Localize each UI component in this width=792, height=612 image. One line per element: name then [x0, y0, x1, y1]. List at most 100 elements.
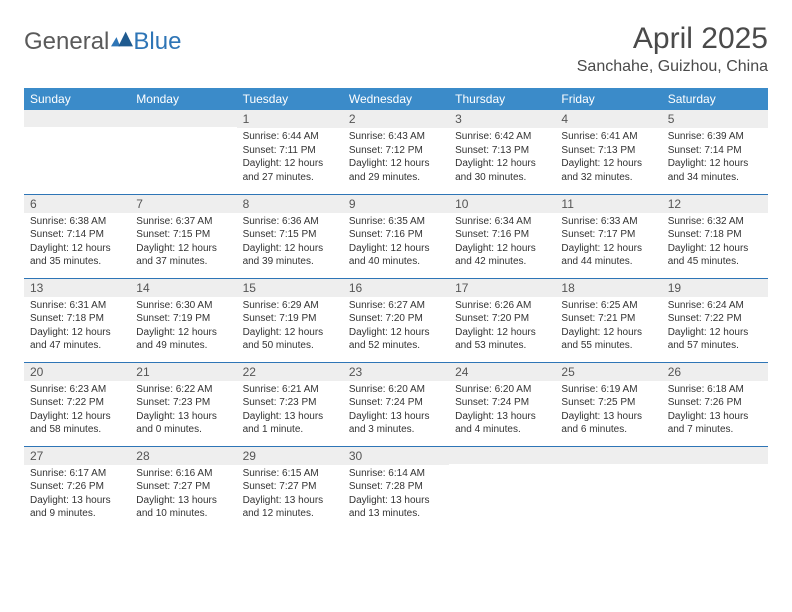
day-number-empty: [662, 447, 768, 464]
calendar-cell: 16Sunrise: 6:27 AMSunset: 7:20 PMDayligh…: [343, 278, 449, 362]
day-number: 30: [343, 447, 449, 465]
calendar-cell: 29Sunrise: 6:15 AMSunset: 7:27 PMDayligh…: [237, 446, 343, 530]
day-detail: Sunrise: 6:24 AMSunset: 7:22 PMDaylight:…: [662, 297, 768, 357]
day-number: 8: [237, 195, 343, 213]
weekday-header: Friday: [555, 88, 661, 110]
day-number: 11: [555, 195, 661, 213]
day-detail: Sunrise: 6:32 AMSunset: 7:18 PMDaylight:…: [662, 213, 768, 273]
calendar-cell: 9Sunrise: 6:35 AMSunset: 7:16 PMDaylight…: [343, 194, 449, 278]
calendar-cell: [449, 446, 555, 530]
day-detail: Sunrise: 6:27 AMSunset: 7:20 PMDaylight:…: [343, 297, 449, 357]
day-detail: Sunrise: 6:29 AMSunset: 7:19 PMDaylight:…: [237, 297, 343, 357]
day-detail: Sunrise: 6:20 AMSunset: 7:24 PMDaylight:…: [449, 381, 555, 441]
calendar-cell: 15Sunrise: 6:29 AMSunset: 7:19 PMDayligh…: [237, 278, 343, 362]
day-number: 10: [449, 195, 555, 213]
day-detail: Sunrise: 6:35 AMSunset: 7:16 PMDaylight:…: [343, 213, 449, 273]
calendar-row: 20Sunrise: 6:23 AMSunset: 7:22 PMDayligh…: [24, 362, 768, 446]
calendar-cell: 14Sunrise: 6:30 AMSunset: 7:19 PMDayligh…: [130, 278, 236, 362]
day-number-empty: [24, 110, 130, 127]
day-detail: Sunrise: 6:15 AMSunset: 7:27 PMDaylight:…: [237, 465, 343, 525]
calendar-cell: 24Sunrise: 6:20 AMSunset: 7:24 PMDayligh…: [449, 362, 555, 446]
day-number-empty: [130, 110, 236, 127]
calendar-cell: 30Sunrise: 6:14 AMSunset: 7:28 PMDayligh…: [343, 446, 449, 530]
calendar-cell: 6Sunrise: 6:38 AMSunset: 7:14 PMDaylight…: [24, 194, 130, 278]
calendar-cell: 18Sunrise: 6:25 AMSunset: 7:21 PMDayligh…: [555, 278, 661, 362]
day-number: 13: [24, 279, 130, 297]
calendar-cell: 23Sunrise: 6:20 AMSunset: 7:24 PMDayligh…: [343, 362, 449, 446]
day-detail: Sunrise: 6:42 AMSunset: 7:13 PMDaylight:…: [449, 128, 555, 188]
weekday-header: Tuesday: [237, 88, 343, 110]
calendar-cell: 3Sunrise: 6:42 AMSunset: 7:13 PMDaylight…: [449, 110, 555, 194]
calendar-row: 13Sunrise: 6:31 AMSunset: 7:18 PMDayligh…: [24, 278, 768, 362]
header: General Blue April 2025 Sanchahe, Guizho…: [24, 22, 768, 76]
calendar-cell: 26Sunrise: 6:18 AMSunset: 7:26 PMDayligh…: [662, 362, 768, 446]
calendar-cell: 21Sunrise: 6:22 AMSunset: 7:23 PMDayligh…: [130, 362, 236, 446]
day-number: 20: [24, 363, 130, 381]
logo: General Blue: [24, 22, 181, 56]
calendar-row: 6Sunrise: 6:38 AMSunset: 7:14 PMDaylight…: [24, 194, 768, 278]
day-number: 5: [662, 110, 768, 128]
day-detail: Sunrise: 6:22 AMSunset: 7:23 PMDaylight:…: [130, 381, 236, 441]
day-number: 1: [237, 110, 343, 128]
day-number: 25: [555, 363, 661, 381]
calendar-cell: 7Sunrise: 6:37 AMSunset: 7:15 PMDaylight…: [130, 194, 236, 278]
day-detail: Sunrise: 6:20 AMSunset: 7:24 PMDaylight:…: [343, 381, 449, 441]
day-detail: Sunrise: 6:38 AMSunset: 7:14 PMDaylight:…: [24, 213, 130, 273]
day-number: 4: [555, 110, 661, 128]
day-number: 7: [130, 195, 236, 213]
weekday-header: Thursday: [449, 88, 555, 110]
day-detail: Sunrise: 6:19 AMSunset: 7:25 PMDaylight:…: [555, 381, 661, 441]
day-detail: Sunrise: 6:41 AMSunset: 7:13 PMDaylight:…: [555, 128, 661, 188]
day-number-empty: [555, 447, 661, 464]
day-number: 22: [237, 363, 343, 381]
day-number: 21: [130, 363, 236, 381]
day-number: 16: [343, 279, 449, 297]
day-number-empty: [449, 447, 555, 464]
day-number: 24: [449, 363, 555, 381]
calendar-row: 27Sunrise: 6:17 AMSunset: 7:26 PMDayligh…: [24, 446, 768, 530]
calendar-body: 1Sunrise: 6:44 AMSunset: 7:11 PMDaylight…: [24, 110, 768, 530]
weekday-header-row: Sunday Monday Tuesday Wednesday Thursday…: [24, 88, 768, 110]
title-block: April 2025 Sanchahe, Guizhou, China: [577, 22, 768, 76]
logo-mark-icon: [111, 31, 133, 47]
day-detail: Sunrise: 6:34 AMSunset: 7:16 PMDaylight:…: [449, 213, 555, 273]
day-detail: Sunrise: 6:17 AMSunset: 7:26 PMDaylight:…: [24, 465, 130, 525]
calendar-cell: 20Sunrise: 6:23 AMSunset: 7:22 PMDayligh…: [24, 362, 130, 446]
day-number: 27: [24, 447, 130, 465]
day-detail: Sunrise: 6:26 AMSunset: 7:20 PMDaylight:…: [449, 297, 555, 357]
day-number: 19: [662, 279, 768, 297]
calendar-cell: [24, 110, 130, 194]
location-label: Sanchahe, Guizhou, China: [577, 58, 768, 76]
calendar-row: 1Sunrise: 6:44 AMSunset: 7:11 PMDaylight…: [24, 110, 768, 194]
day-detail: Sunrise: 6:21 AMSunset: 7:23 PMDaylight:…: [237, 381, 343, 441]
calendar-cell: 5Sunrise: 6:39 AMSunset: 7:14 PMDaylight…: [662, 110, 768, 194]
weekday-header: Wednesday: [343, 88, 449, 110]
day-number: 26: [662, 363, 768, 381]
day-detail: Sunrise: 6:31 AMSunset: 7:18 PMDaylight:…: [24, 297, 130, 357]
day-detail: Sunrise: 6:14 AMSunset: 7:28 PMDaylight:…: [343, 465, 449, 525]
calendar-cell: 2Sunrise: 6:43 AMSunset: 7:12 PMDaylight…: [343, 110, 449, 194]
day-detail: Sunrise: 6:37 AMSunset: 7:15 PMDaylight:…: [130, 213, 236, 273]
calendar-cell: 19Sunrise: 6:24 AMSunset: 7:22 PMDayligh…: [662, 278, 768, 362]
day-number: 28: [130, 447, 236, 465]
day-detail: Sunrise: 6:33 AMSunset: 7:17 PMDaylight:…: [555, 213, 661, 273]
calendar-page: General Blue April 2025 Sanchahe, Guizho…: [0, 0, 792, 530]
calendar-cell: 1Sunrise: 6:44 AMSunset: 7:11 PMDaylight…: [237, 110, 343, 194]
day-number: 14: [130, 279, 236, 297]
day-number: 9: [343, 195, 449, 213]
calendar-cell: 22Sunrise: 6:21 AMSunset: 7:23 PMDayligh…: [237, 362, 343, 446]
day-detail: Sunrise: 6:43 AMSunset: 7:12 PMDaylight:…: [343, 128, 449, 188]
day-detail: Sunrise: 6:16 AMSunset: 7:27 PMDaylight:…: [130, 465, 236, 525]
calendar-cell: 12Sunrise: 6:32 AMSunset: 7:18 PMDayligh…: [662, 194, 768, 278]
calendar-cell: 4Sunrise: 6:41 AMSunset: 7:13 PMDaylight…: [555, 110, 661, 194]
day-detail: Sunrise: 6:30 AMSunset: 7:19 PMDaylight:…: [130, 297, 236, 357]
calendar-cell: 8Sunrise: 6:36 AMSunset: 7:15 PMDaylight…: [237, 194, 343, 278]
day-number: 6: [24, 195, 130, 213]
calendar-cell: [130, 110, 236, 194]
day-number: 15: [237, 279, 343, 297]
day-number: 18: [555, 279, 661, 297]
weekday-header: Saturday: [662, 88, 768, 110]
day-detail: Sunrise: 6:44 AMSunset: 7:11 PMDaylight:…: [237, 128, 343, 188]
calendar-table: Sunday Monday Tuesday Wednesday Thursday…: [24, 88, 768, 530]
day-detail: Sunrise: 6:23 AMSunset: 7:22 PMDaylight:…: [24, 381, 130, 441]
